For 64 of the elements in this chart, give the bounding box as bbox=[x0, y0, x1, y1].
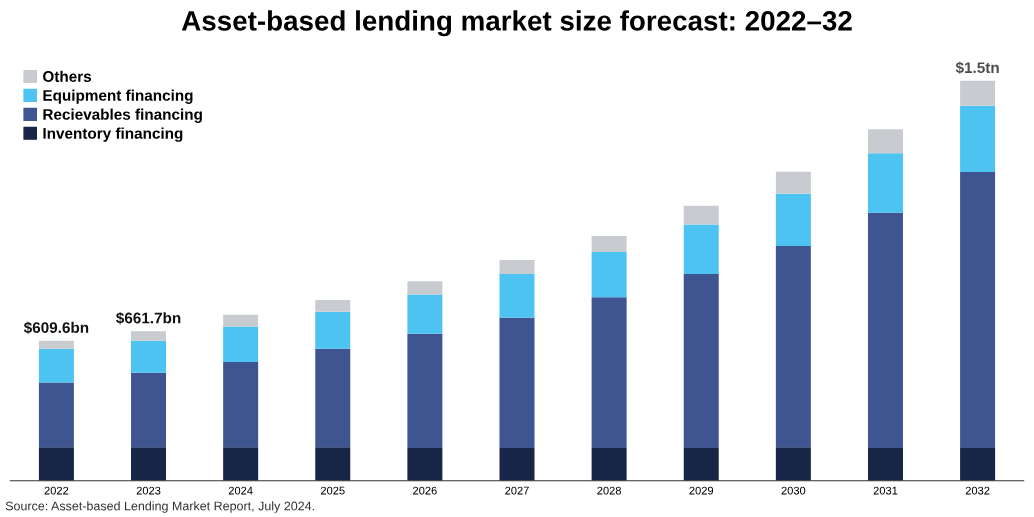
bar bbox=[131, 447, 167, 481]
bar bbox=[591, 448, 627, 481]
bar bbox=[407, 448, 443, 481]
bar bbox=[683, 274, 719, 449]
legend-label: Recievables financing bbox=[43, 108, 202, 123]
bar bbox=[591, 236, 627, 253]
bar bbox=[315, 348, 351, 448]
x-tick-label: 2031 bbox=[873, 486, 898, 495]
annotation: $661.7bn bbox=[116, 311, 181, 325]
bar bbox=[683, 448, 719, 481]
x-tick-label: 2023 bbox=[136, 486, 161, 495]
x-tick-label: 2024 bbox=[228, 486, 253, 495]
bar bbox=[867, 448, 903, 481]
bar bbox=[775, 246, 811, 448]
bar bbox=[775, 447, 811, 481]
bar bbox=[683, 224, 719, 275]
bar bbox=[223, 326, 259, 363]
bar bbox=[775, 171, 811, 194]
bar bbox=[407, 294, 443, 334]
bar bbox=[960, 80, 996, 106]
bar bbox=[38, 382, 74, 448]
bar bbox=[775, 193, 811, 247]
bar bbox=[499, 260, 535, 275]
chart-title: Asset-based lending market size forecast: 2022–32 bbox=[181, 10, 852, 37]
x-tick-label: 2025 bbox=[320, 486, 345, 495]
bar bbox=[960, 448, 996, 481]
bar bbox=[38, 348, 74, 383]
bar bbox=[223, 362, 259, 448]
x-tick-label: 2030 bbox=[781, 486, 806, 495]
x-tick-label: 2022 bbox=[44, 486, 69, 495]
bar bbox=[223, 314, 259, 327]
bar bbox=[591, 252, 627, 298]
bar bbox=[407, 333, 443, 449]
bar bbox=[867, 129, 903, 154]
x-tick-label: 2028 bbox=[597, 486, 621, 495]
bar bbox=[960, 105, 996, 173]
bar bbox=[223, 447, 259, 481]
bar bbox=[683, 205, 719, 225]
legend-label: Equipment financing bbox=[43, 89, 193, 104]
legend-label: Inventory financing bbox=[43, 127, 183, 142]
bar bbox=[315, 300, 351, 312]
bar bbox=[131, 340, 167, 373]
bar bbox=[499, 274, 535, 318]
x-tick-label: 2027 bbox=[505, 486, 529, 495]
bar bbox=[131, 331, 167, 341]
x-tick-label: 2029 bbox=[689, 486, 714, 495]
bar bbox=[499, 448, 535, 481]
bar bbox=[38, 447, 74, 481]
x-tick-label: 2032 bbox=[965, 486, 990, 495]
bar bbox=[131, 372, 167, 448]
annotation: $609.6bn bbox=[23, 321, 89, 334]
x-tick-label: 2026 bbox=[413, 486, 437, 495]
legend-label: Others bbox=[43, 70, 92, 82]
bar bbox=[867, 212, 903, 449]
bar bbox=[315, 447, 351, 481]
source-note: Source: Asset-based Lending Market Report, July 2024. bbox=[5, 501, 314, 513]
bar bbox=[960, 172, 996, 449]
bar bbox=[591, 297, 627, 449]
annotation: $1.5tn bbox=[955, 61, 999, 75]
bar bbox=[38, 340, 74, 349]
bar bbox=[407, 281, 443, 295]
bar bbox=[867, 153, 903, 213]
bar bbox=[499, 317, 535, 449]
bar bbox=[315, 311, 351, 349]
